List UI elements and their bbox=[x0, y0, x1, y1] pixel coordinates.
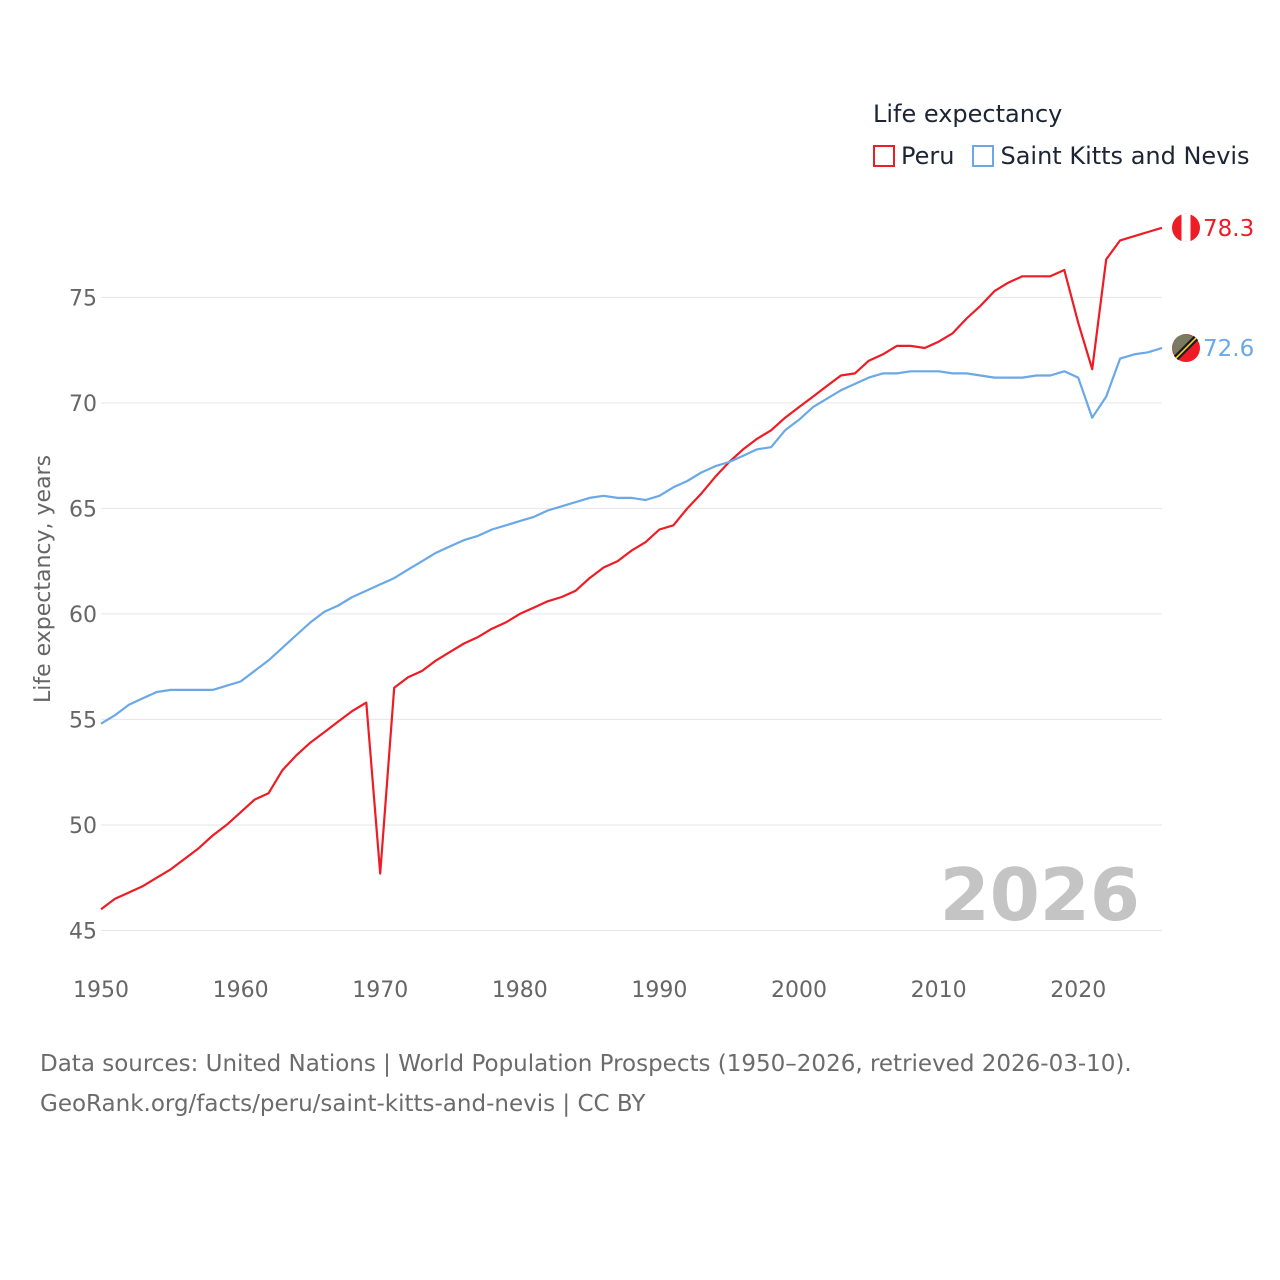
x-tick-label: 1990 bbox=[631, 978, 687, 1003]
footer: Data sources: United Nations | World Pop… bbox=[40, 1044, 1132, 1124]
end-value-label: 78.3 bbox=[1203, 216, 1254, 242]
x-tick-label: 2000 bbox=[771, 978, 827, 1003]
x-tick-label: 2010 bbox=[911, 978, 967, 1003]
y-tick-label: 70 bbox=[69, 392, 97, 417]
y-tick-label: 55 bbox=[69, 708, 97, 733]
y-axis-label: Life expectancy, years bbox=[31, 455, 56, 703]
y-tick-label: 75 bbox=[69, 286, 97, 311]
series-line-saint-kitts-and-nevis[interactable] bbox=[100, 346, 1163, 725]
flag-marker-0 bbox=[1172, 213, 1200, 242]
legend-title: Life expectancy bbox=[873, 100, 1063, 128]
end-value-label: 72.6 bbox=[1203, 336, 1254, 362]
x-tick-label: 1960 bbox=[213, 978, 269, 1003]
year-watermark: 2026 bbox=[940, 853, 1140, 937]
legend: Peru Saint Kitts and Nevis bbox=[873, 142, 1268, 170]
grid-lines bbox=[101, 296, 1162, 931]
x-tick-label: 1970 bbox=[352, 978, 408, 1003]
y-tick-label: 50 bbox=[69, 814, 97, 839]
x-tick-label: 2020 bbox=[1050, 978, 1106, 1003]
legend-swatch-peru bbox=[873, 145, 895, 167]
y-tick-label: 60 bbox=[69, 603, 97, 628]
y-tick-label: 65 bbox=[69, 497, 97, 522]
legend-label-peru: Peru bbox=[901, 142, 955, 170]
y-axis-ticks: 45 50 55 60 65 70 75 bbox=[69, 286, 97, 944]
x-tick-label: 1980 bbox=[492, 978, 548, 1003]
series-layer bbox=[100, 226, 1163, 911]
series-line-peru[interactable] bbox=[100, 226, 1163, 911]
footer-sources: Data sources: United Nations | World Pop… bbox=[40, 1051, 1132, 1077]
legend-swatch-saint-kitts-and-nevis bbox=[972, 145, 995, 167]
flag-marker-1 bbox=[1172, 334, 1200, 363]
y-tick-label: 45 bbox=[69, 919, 97, 944]
x-axis-ticks: 1950 1960 1970 1980 1990 2000 2010 2020 bbox=[73, 978, 1106, 1003]
end-markers: 78.3 72.6 bbox=[1172, 213, 1254, 363]
x-tick-label: 1950 bbox=[73, 978, 129, 1003]
legend-item-saint-kitts-and-nevis[interactable]: Saint Kitts and Nevis bbox=[972, 142, 1250, 170]
footer-link[interactable]: GeoRank.org/facts/peru/saint-kitts-and-n… bbox=[40, 1091, 646, 1117]
legend-label-saint-kitts-and-nevis: Saint Kitts and Nevis bbox=[1000, 142, 1250, 170]
legend-item-peru[interactable]: Peru bbox=[873, 142, 954, 170]
